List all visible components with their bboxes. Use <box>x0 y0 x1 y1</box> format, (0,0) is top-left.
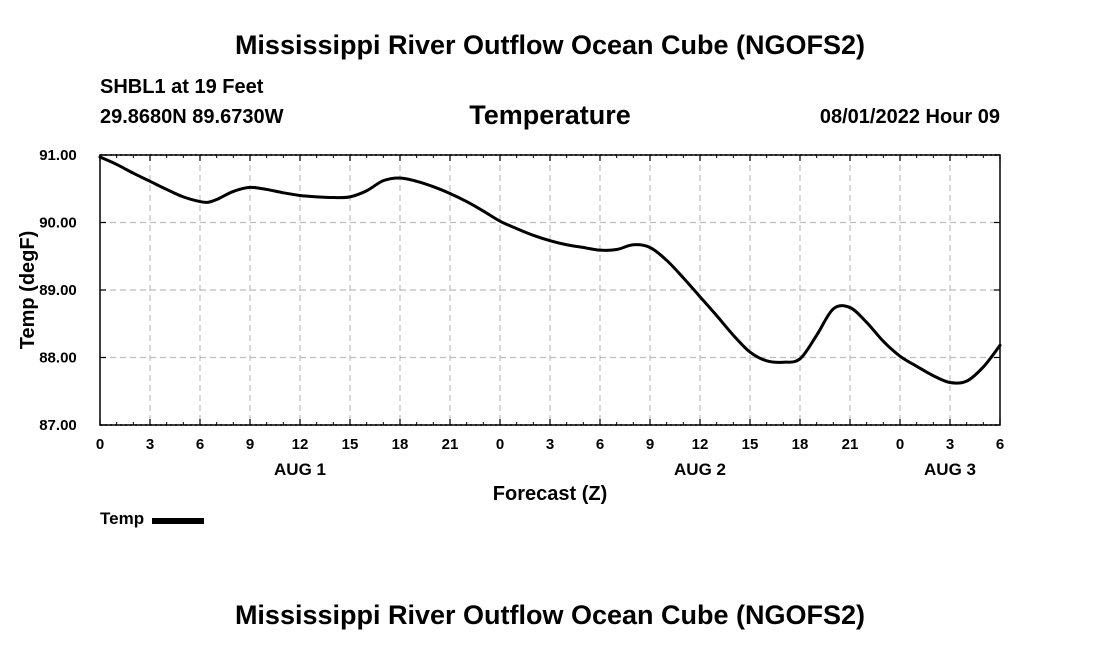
day-label: AUG 2 <box>674 460 726 479</box>
x-tick-label: 12 <box>692 436 709 453</box>
y-tick-label: 89.00 <box>39 282 77 299</box>
page-title: Mississippi River Outflow Ocean Cube (NG… <box>234 30 866 60</box>
y-tick-label: 88.00 <box>39 350 77 367</box>
temp-series-line <box>98 155 1002 385</box>
x-tick-label: 9 <box>246 436 254 453</box>
x-tick-label: 6 <box>596 436 604 453</box>
y-axis-title: Temp (degF) <box>17 231 39 350</box>
x-tick-label: 6 <box>996 436 1004 453</box>
day-label: AUG 3 <box>924 460 976 479</box>
x-tick-label: 3 <box>546 436 554 453</box>
x-tick-label: 0 <box>896 436 904 453</box>
axis-tick-labels: 0 3 6 9 12 15 18 21 0 3 6 9 12 15 18 21 0 3 6 87.00 88.00 89.… <box>39 147 1004 479</box>
x-tick-label: 18 <box>392 436 409 453</box>
x-axis-title: Forecast (Z) <box>493 483 607 505</box>
y-tick-label: 90.00 <box>39 215 77 232</box>
footer-title: Mississippi River Outflow Ocean Cube (NG… <box>234 600 866 630</box>
series-layer <box>98 155 1002 385</box>
x-tick-label: 3 <box>146 436 154 453</box>
x-tick-label: 6 <box>196 436 204 453</box>
forecast-datetime: 08/01/2022 Hour 09 <box>819 106 1000 128</box>
x-tick-label: 3 <box>946 436 954 453</box>
x-tick-label: 15 <box>742 436 759 453</box>
grid-lines <box>100 154 1000 426</box>
x-tick-label: 15 <box>342 436 359 453</box>
station-label: SHBL1 at 19 Feet <box>100 76 264 98</box>
x-tick-label: 18 <box>792 436 809 453</box>
y-tick-label: 91.00 <box>39 147 77 164</box>
y-tick-label: 87.00 <box>39 417 77 434</box>
axis-ticks <box>99 154 1001 426</box>
station-coordinates: 29.8680N 89.6730W <box>100 106 284 128</box>
x-tick-label: 21 <box>442 436 459 453</box>
legend-line-swatch <box>152 517 205 524</box>
x-tick-label: 9 <box>646 436 654 453</box>
legend-label: Temp <box>100 509 145 528</box>
legend: Temp <box>100 509 205 529</box>
x-tick-label: 21 <box>842 436 859 453</box>
x-tick-label: 0 <box>96 436 104 453</box>
x-tick-label: 0 <box>496 436 504 453</box>
chart-title: Temperature <box>469 100 631 130</box>
day-label: AUG 1 <box>274 460 326 479</box>
x-tick-label: 12 <box>292 436 309 453</box>
